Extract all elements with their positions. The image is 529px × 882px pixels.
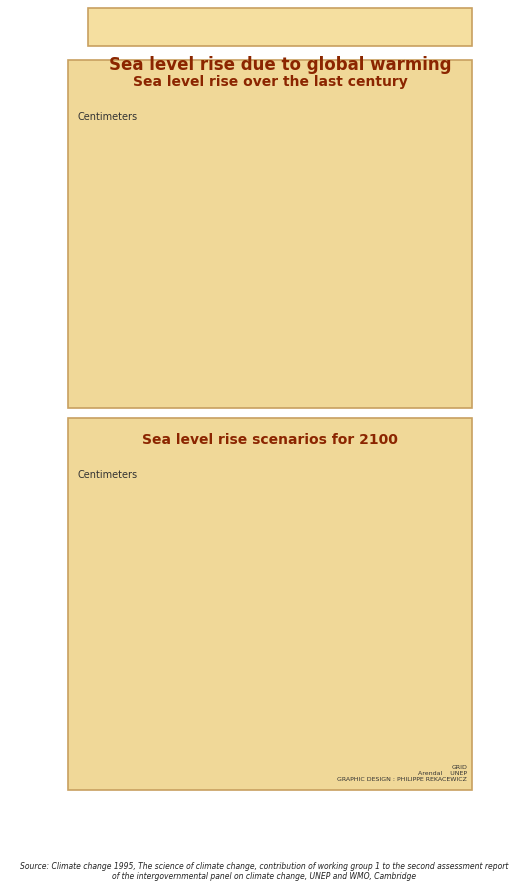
Text: IS92c: IS92c [422, 706, 456, 716]
Text: Sea level rise due to global warming: Sea level rise due to global warming [109, 56, 451, 74]
Text: GRID
Arendal    UNEP
GRAPHIC DESIGN : PHILIPPE REKACEWICZ: GRID Arendal UNEP GRAPHIC DESIGN : PHILI… [337, 766, 467, 782]
Text: Centimeters: Centimeters [78, 112, 138, 122]
Text: Sea level rise scenarios for 2100: Sea level rise scenarios for 2100 [142, 433, 398, 447]
Text: Centimeters: Centimeters [78, 470, 138, 480]
Text: IS92e: IS92e [422, 522, 457, 533]
Text: IS92a: IS92a [422, 628, 457, 638]
Text: Solid lines represent various scenarios
including changes in aerosols beyond
199: Solid lines represent various scenarios … [124, 475, 299, 516]
Text: Source: Climate change 1995, The science of climate change, contribution of work: Source: Climate change 1995, The science… [20, 862, 509, 882]
Legend: Annual sea level change, 5-year running mean: Annual sea level change, 5-year running … [121, 105, 286, 138]
Text: Sea level rise over the last century: Sea level rise over the last century [133, 75, 407, 89]
